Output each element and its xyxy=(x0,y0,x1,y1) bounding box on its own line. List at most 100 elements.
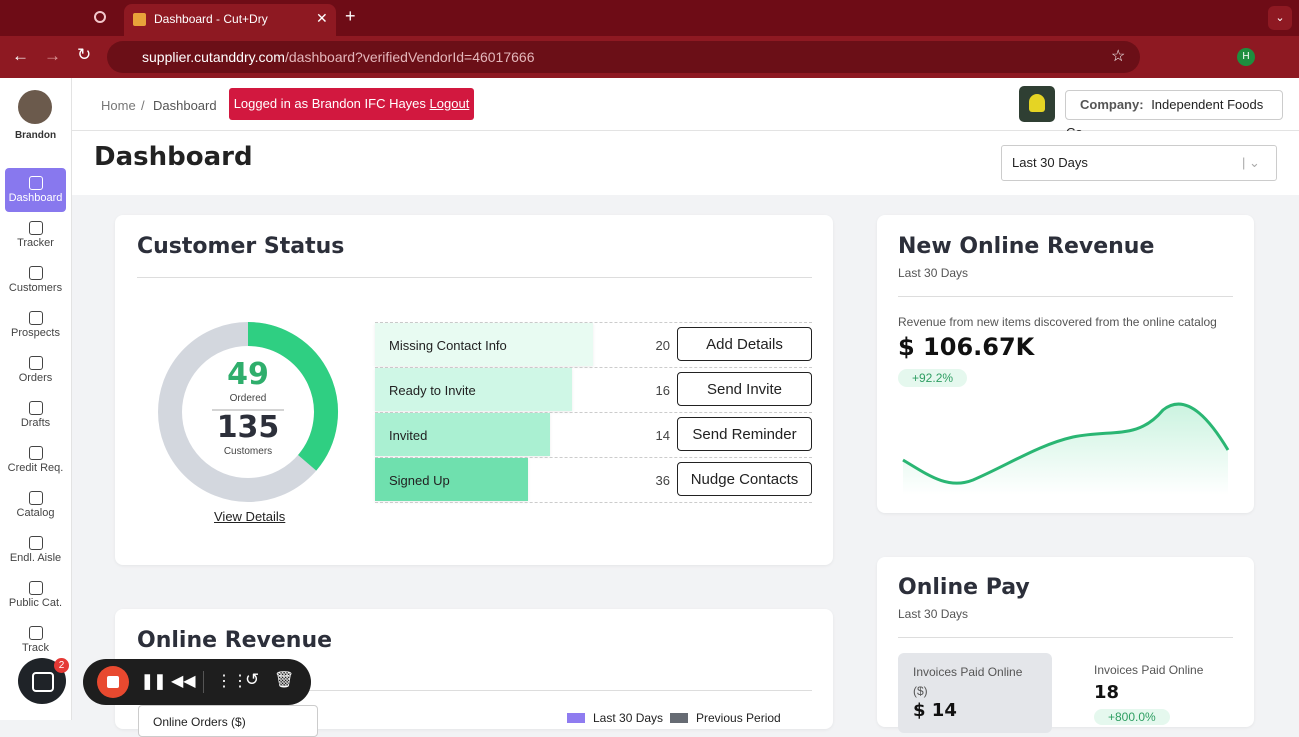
donut xyxy=(158,322,338,502)
tab-bar: Dashboard - Cut+Dry ✕ + ⌄ xyxy=(0,0,1299,36)
row-bar xyxy=(375,323,593,366)
tab[interactable]: Dashboard - Cut+Dry ✕ xyxy=(124,4,336,36)
nav-item[interactable]: Tracker xyxy=(17,237,54,249)
company-label: Company: xyxy=(1080,97,1144,112)
url-host: supplier.cutanddry.com xyxy=(142,49,285,65)
company-box[interactable]: Company: Independent Foods Co xyxy=(1065,90,1283,140)
new-tab[interactable]: + xyxy=(345,6,356,26)
nav-icon xyxy=(29,401,43,415)
nav-icon xyxy=(29,491,43,505)
sparkline-line xyxy=(902,402,1230,485)
breadcrumb[interactable]: Home xyxy=(101,98,136,113)
card-period: Last 30 Days xyxy=(898,607,969,621)
row-bar xyxy=(375,458,528,501)
ordered-count: 49 xyxy=(227,357,269,392)
nav-item[interactable]: Drafts xyxy=(20,417,51,429)
sparkline-area xyxy=(903,404,1228,495)
divider xyxy=(137,690,812,691)
tab-close[interactable]: ✕ xyxy=(316,10,328,26)
metric-label: Invoices Paid Online xyxy=(1094,663,1204,677)
period-select[interactable]: Last 30 Days | ⌄ xyxy=(1001,145,1277,181)
nav-icon xyxy=(29,176,43,190)
row-label: Missing Contact Info xyxy=(389,338,507,353)
metric-dropdown[interactable]: Online Orders ($) xyxy=(138,705,318,737)
reload[interactable]: ↻ xyxy=(77,45,92,64)
logo-shape xyxy=(1029,94,1045,112)
metric-change: +800.0% xyxy=(1094,709,1170,725)
badge: 2 xyxy=(54,658,69,673)
divider xyxy=(898,296,1233,297)
card-title: Customer Status xyxy=(137,234,345,259)
row-divider xyxy=(375,322,812,323)
sparkline xyxy=(902,402,1230,495)
view-details[interactable]: View Details xyxy=(214,509,286,524)
metric-value: $ 14 xyxy=(913,700,957,721)
restart[interactable]: ↺ xyxy=(245,670,260,689)
row-count: 14 xyxy=(655,428,670,443)
legend-label: Last 30 Days xyxy=(593,711,664,725)
row-bar xyxy=(375,368,572,411)
row-divider xyxy=(375,412,812,413)
pause[interactable]: ❚❚ xyxy=(141,673,167,690)
breadcrumb-sep: / xyxy=(141,98,145,113)
donut-arc xyxy=(247,322,338,471)
row-action[interactable]: Send Invite xyxy=(677,372,812,406)
login-banner: Logged in as Brandon IFC Hayes Logout xyxy=(229,88,474,120)
nav-item[interactable]: Track xyxy=(21,642,50,654)
chat-icon xyxy=(32,672,54,692)
separator xyxy=(203,671,204,693)
stop[interactable] xyxy=(97,666,129,698)
divider xyxy=(898,637,1233,638)
favicon xyxy=(133,13,146,26)
row-divider xyxy=(375,457,812,458)
breadcrumb: Dashboard xyxy=(153,98,217,113)
row-count: 16 xyxy=(655,383,670,398)
profile[interactable]: H xyxy=(1237,48,1255,66)
nav-item[interactable]: Catalog xyxy=(16,507,55,519)
legend-label: Previous Period xyxy=(696,711,781,725)
row-count: 20 xyxy=(655,338,670,353)
avatar[interactable] xyxy=(18,90,52,124)
delete[interactable]: 🗑 xyxy=(274,672,295,689)
toolbar: ← → ↻ supplier.cutanddry.com /dashboard?… xyxy=(0,36,1299,78)
row-action[interactable]: Nudge Contacts xyxy=(677,462,812,496)
nav-item[interactable]: Credit Req. xyxy=(7,462,64,474)
card-title: New Online Revenue xyxy=(898,234,1155,259)
revenue-amount: $ 106.67K xyxy=(898,333,1035,361)
row-action[interactable]: Add Details xyxy=(677,327,812,361)
revenue-description: Revenue from new items discovered from t… xyxy=(898,315,1217,329)
forward[interactable]: → xyxy=(44,46,61,65)
nav-item[interactable]: Customers xyxy=(8,282,63,294)
nav-active xyxy=(5,168,66,212)
nav-item[interactable]: Prospects xyxy=(11,327,60,339)
metric-value: 18 xyxy=(1094,682,1120,703)
row-label: Invited xyxy=(389,428,428,443)
row-action[interactable]: Send Reminder xyxy=(677,417,812,451)
legend-swatch xyxy=(670,713,688,723)
address-bar[interactable]: supplier.cutanddry.com /dashboard?verifi… xyxy=(107,41,1140,73)
logout[interactable]: Logout xyxy=(429,96,470,111)
tab-menu[interactable]: ⌄ xyxy=(1268,6,1292,30)
card-title: Online Pay xyxy=(898,575,1030,600)
nav-item[interactable]: Dashboard xyxy=(8,192,63,204)
nav-item[interactable]: Public Cat. xyxy=(8,597,63,609)
bookmark[interactable]: ☆ xyxy=(1111,48,1126,65)
nav-icon xyxy=(29,311,43,325)
rewind[interactable]: ◀◀ xyxy=(171,673,196,690)
back[interactable]: ← xyxy=(12,46,29,65)
grid[interactable]: ⋮⋮ xyxy=(216,673,248,690)
tab-title: Dashboard - Cut+Dry xyxy=(154,12,268,26)
page-title: Dashboard xyxy=(94,142,253,172)
nav-item[interactable]: Endl. Aisle xyxy=(9,552,62,564)
dropdown-value: Online Orders ($) xyxy=(153,715,246,729)
card-period: Last 30 Days xyxy=(898,266,969,280)
nav-icon xyxy=(29,581,43,595)
nav-item[interactable]: Orders xyxy=(18,372,53,384)
metric-label: Invoices Paid Online ($) xyxy=(913,665,1023,698)
customers-label: Customers xyxy=(223,446,273,457)
row-divider xyxy=(375,502,812,503)
nav-icon xyxy=(29,356,43,370)
revenue-change: +92.2% xyxy=(898,369,968,387)
ordered-label: Ordered xyxy=(229,393,267,404)
